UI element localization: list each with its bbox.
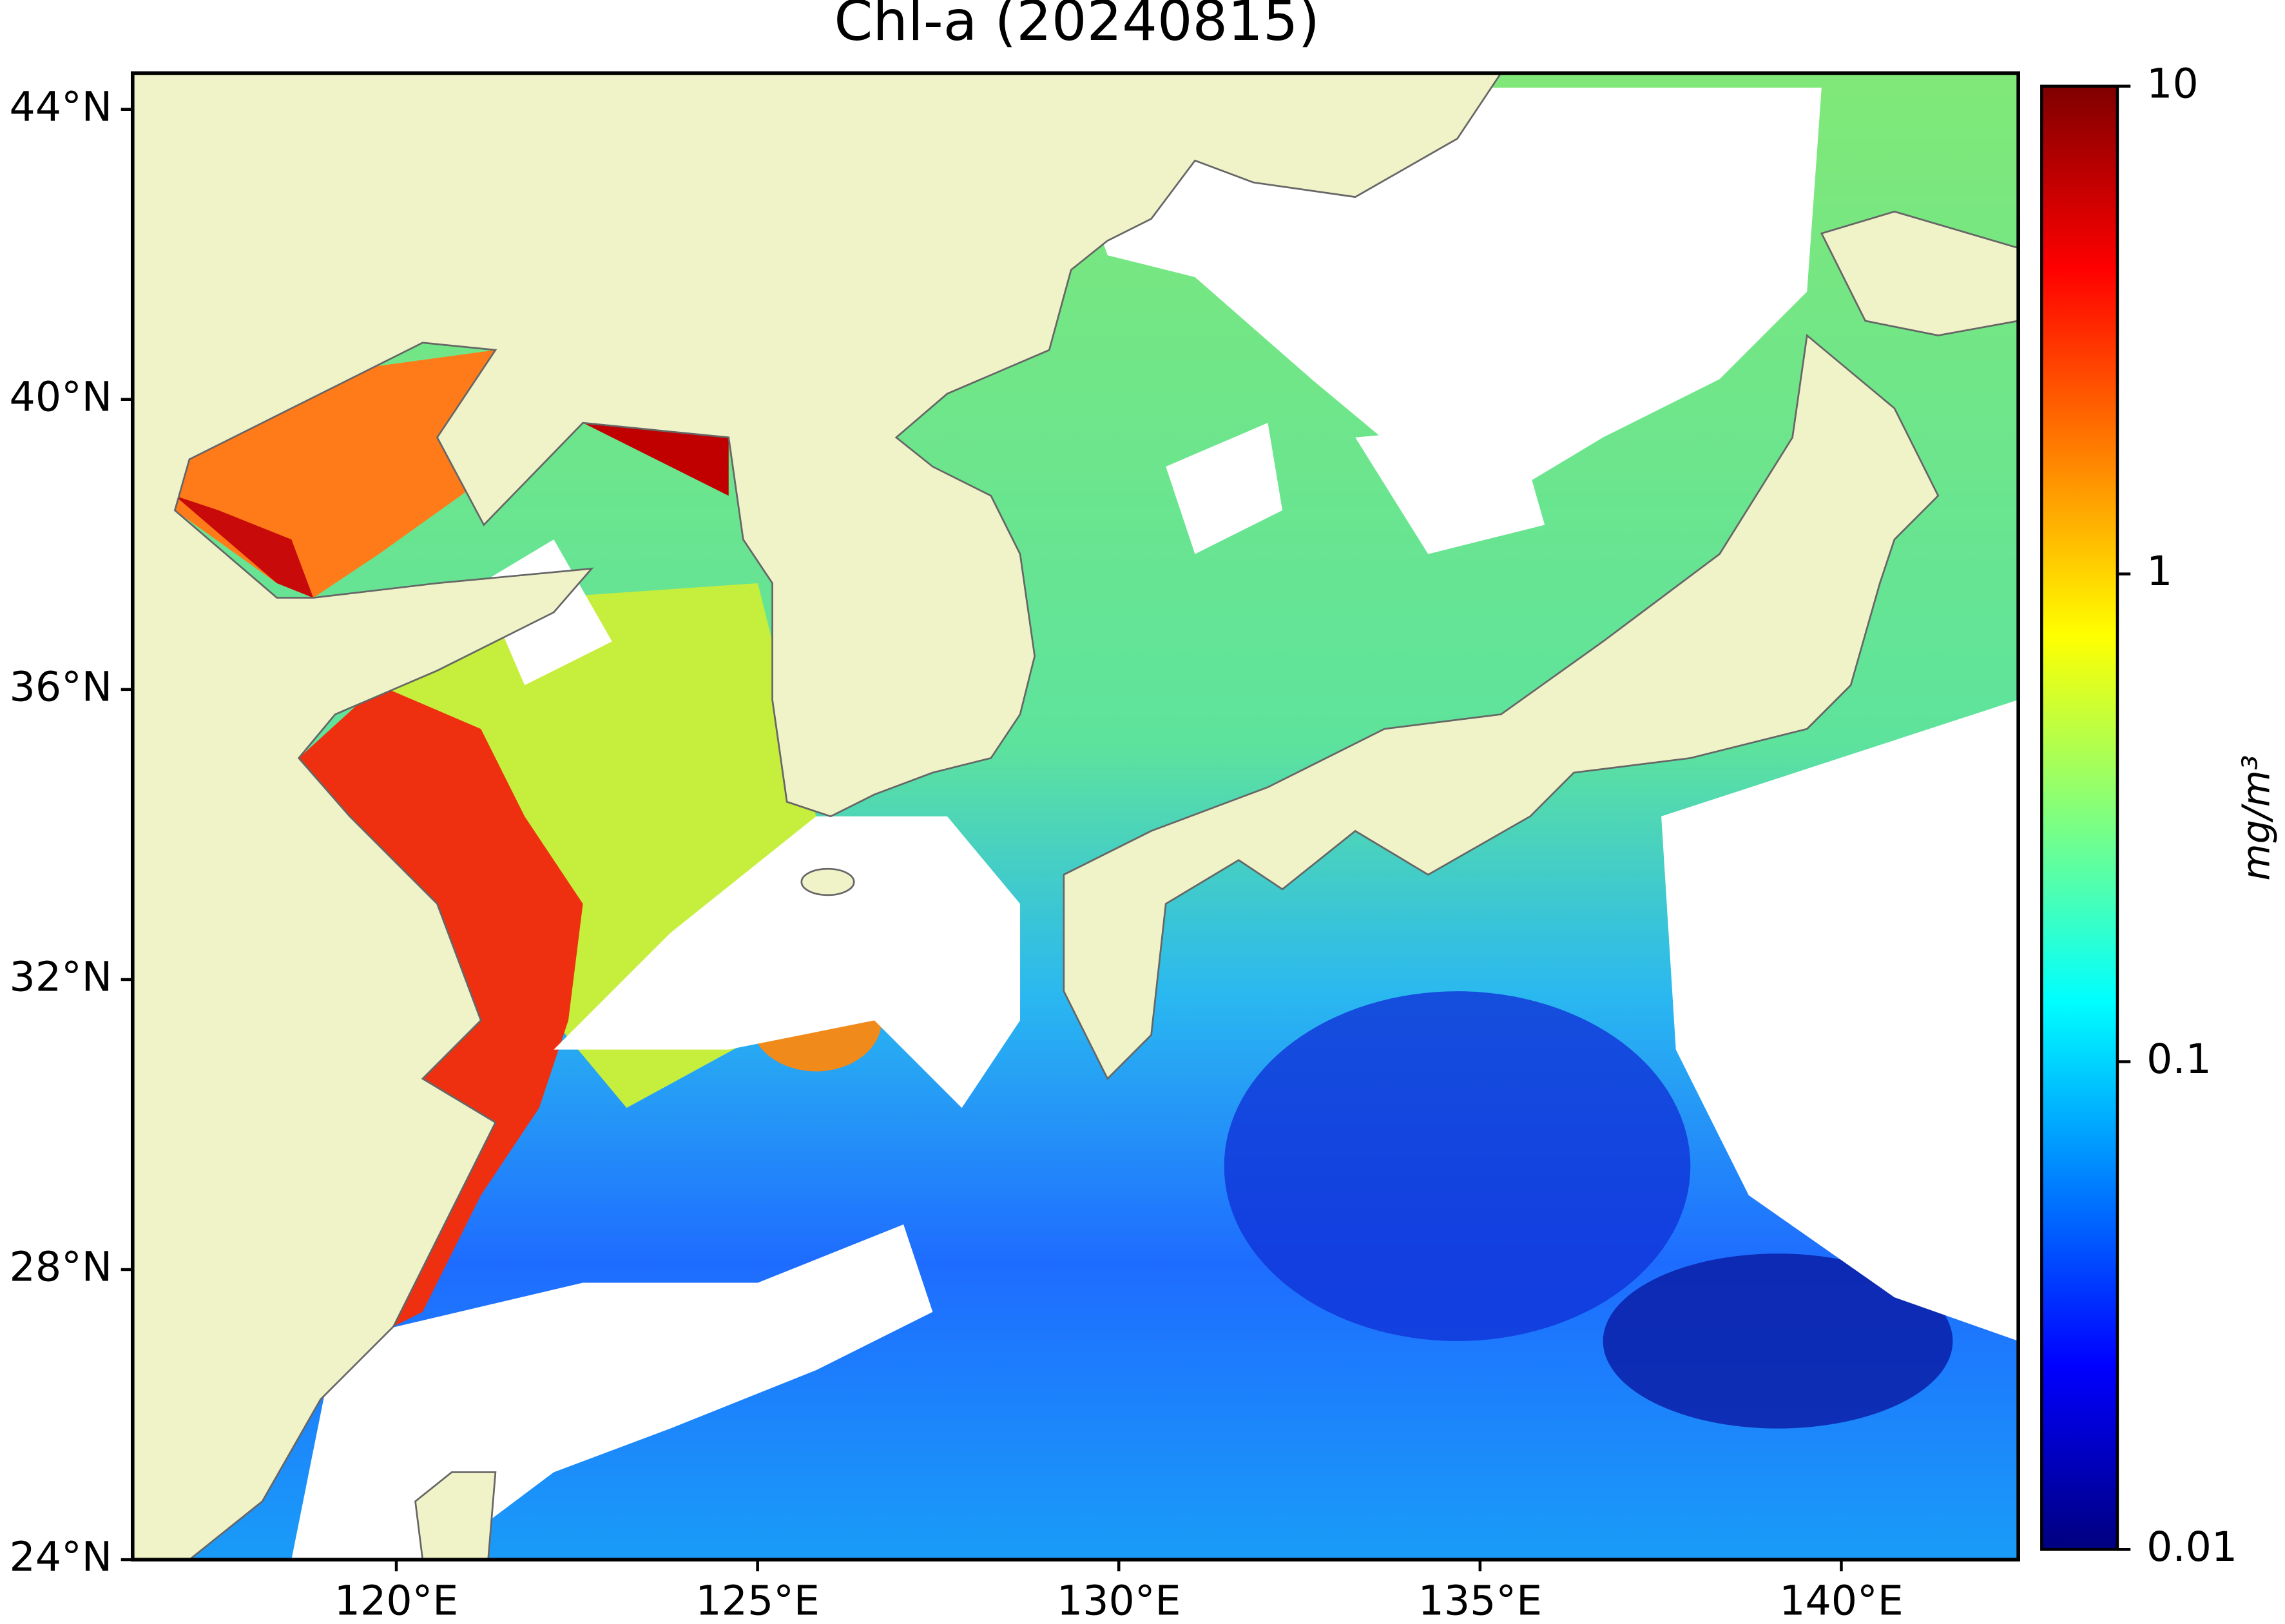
y-tick-label: 36°N [10,662,113,710]
colorbar-tick-label: 1 [2146,547,2172,595]
cloud-mask [1355,423,1545,554]
island [800,867,855,896]
high-chl-coast [175,496,314,598]
y-tick-label: 44°N [10,82,113,130]
y-tick-label: 32°N [10,953,113,1001]
colorbar-tick-label: 10 [2146,59,2199,107]
cloud-mask [1166,423,1283,554]
land [1820,210,2019,336]
colorbar-tick-label: 0.1 [2146,1035,2212,1083]
colorbar [2040,84,2119,1551]
map [132,73,2019,1560]
land [132,73,1502,1560]
x-tick-label: 135°E [1418,1577,1543,1624]
high-chl-coast [298,685,583,1327]
low-chl-region [1603,1253,1953,1429]
colorbar-label: mg/m³ [2233,755,2278,880]
colorbar-tick-label: 0.01 [2146,1523,2237,1571]
cloud-mask [1049,88,1822,525]
cloud-mask [554,816,1021,1108]
chart-title: Chl-a (20240815) [834,0,1320,53]
y-tick-label: 28°N [10,1243,113,1291]
cloud-mask [1661,699,2019,1341]
plot-frame [130,71,2020,1561]
x-tick-label: 130°E [1057,1577,1181,1624]
x-tick-label: 120°E [334,1577,459,1624]
land [414,1471,497,1560]
x-tick-label: 125°E [695,1577,820,1624]
y-tick-label: 24°N [10,1533,113,1581]
low-chl-region [1224,991,1691,1341]
land [1063,333,1940,1081]
y-tick-label: 40°N [10,372,113,420]
x-tick-label: 140°E [1779,1577,1904,1624]
